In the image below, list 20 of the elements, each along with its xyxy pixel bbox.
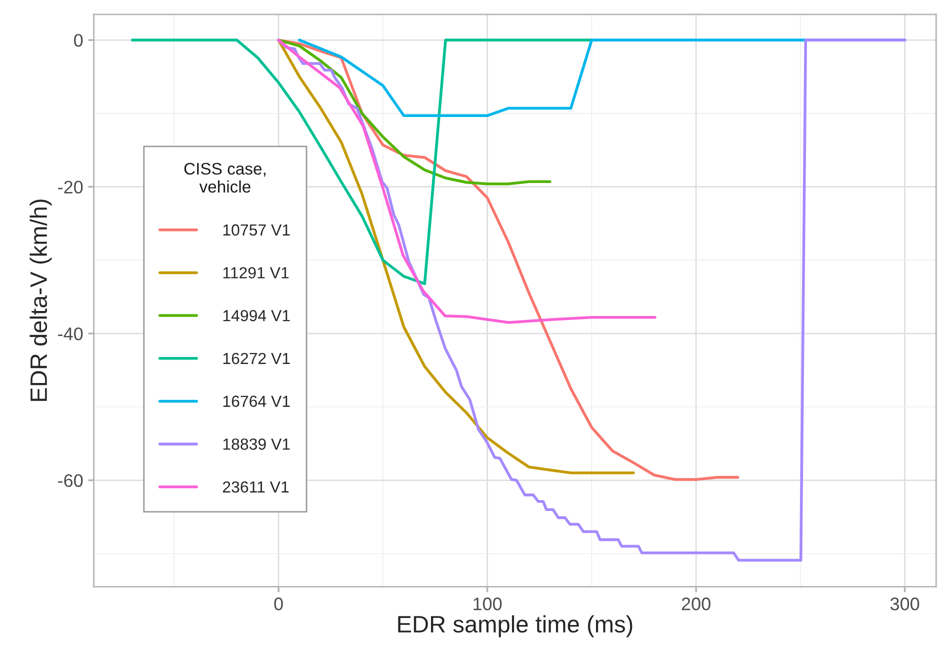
legend-label: 14994 V1 — [223, 310, 290, 322]
y-tick-label: 0 — [74, 34, 83, 47]
legend-label: 23611 V1 — [222, 481, 289, 493]
x-tick-label: 200 — [682, 598, 710, 610]
legend-label: 10757 V1 — [223, 224, 290, 236]
legend-label: 18839 V1 — [223, 438, 290, 450]
line-series — [277, 38, 552, 186]
x-tick-label: 0 — [274, 598, 283, 610]
legend-label: 11291 V1 — [223, 267, 289, 278]
line-series — [131, 38, 594, 286]
x-tick-label: 300 — [890, 598, 920, 610]
legend-label: 16272 V1 — [223, 352, 290, 364]
x-axis-title: EDR sample time (ms) — [398, 615, 632, 638]
y-axis-title: EDR delta-V (km/h) — [30, 200, 52, 401]
y-tick-label: -20 — [58, 180, 83, 194]
legend-label: 16764 V1 — [223, 396, 290, 407]
legend-title: CISS case, vehicle — [184, 162, 266, 193]
y-tick-label: -40 — [58, 327, 83, 340]
x-tick-label: 100 — [474, 598, 502, 610]
y-tick-label: -60 — [58, 474, 83, 487]
